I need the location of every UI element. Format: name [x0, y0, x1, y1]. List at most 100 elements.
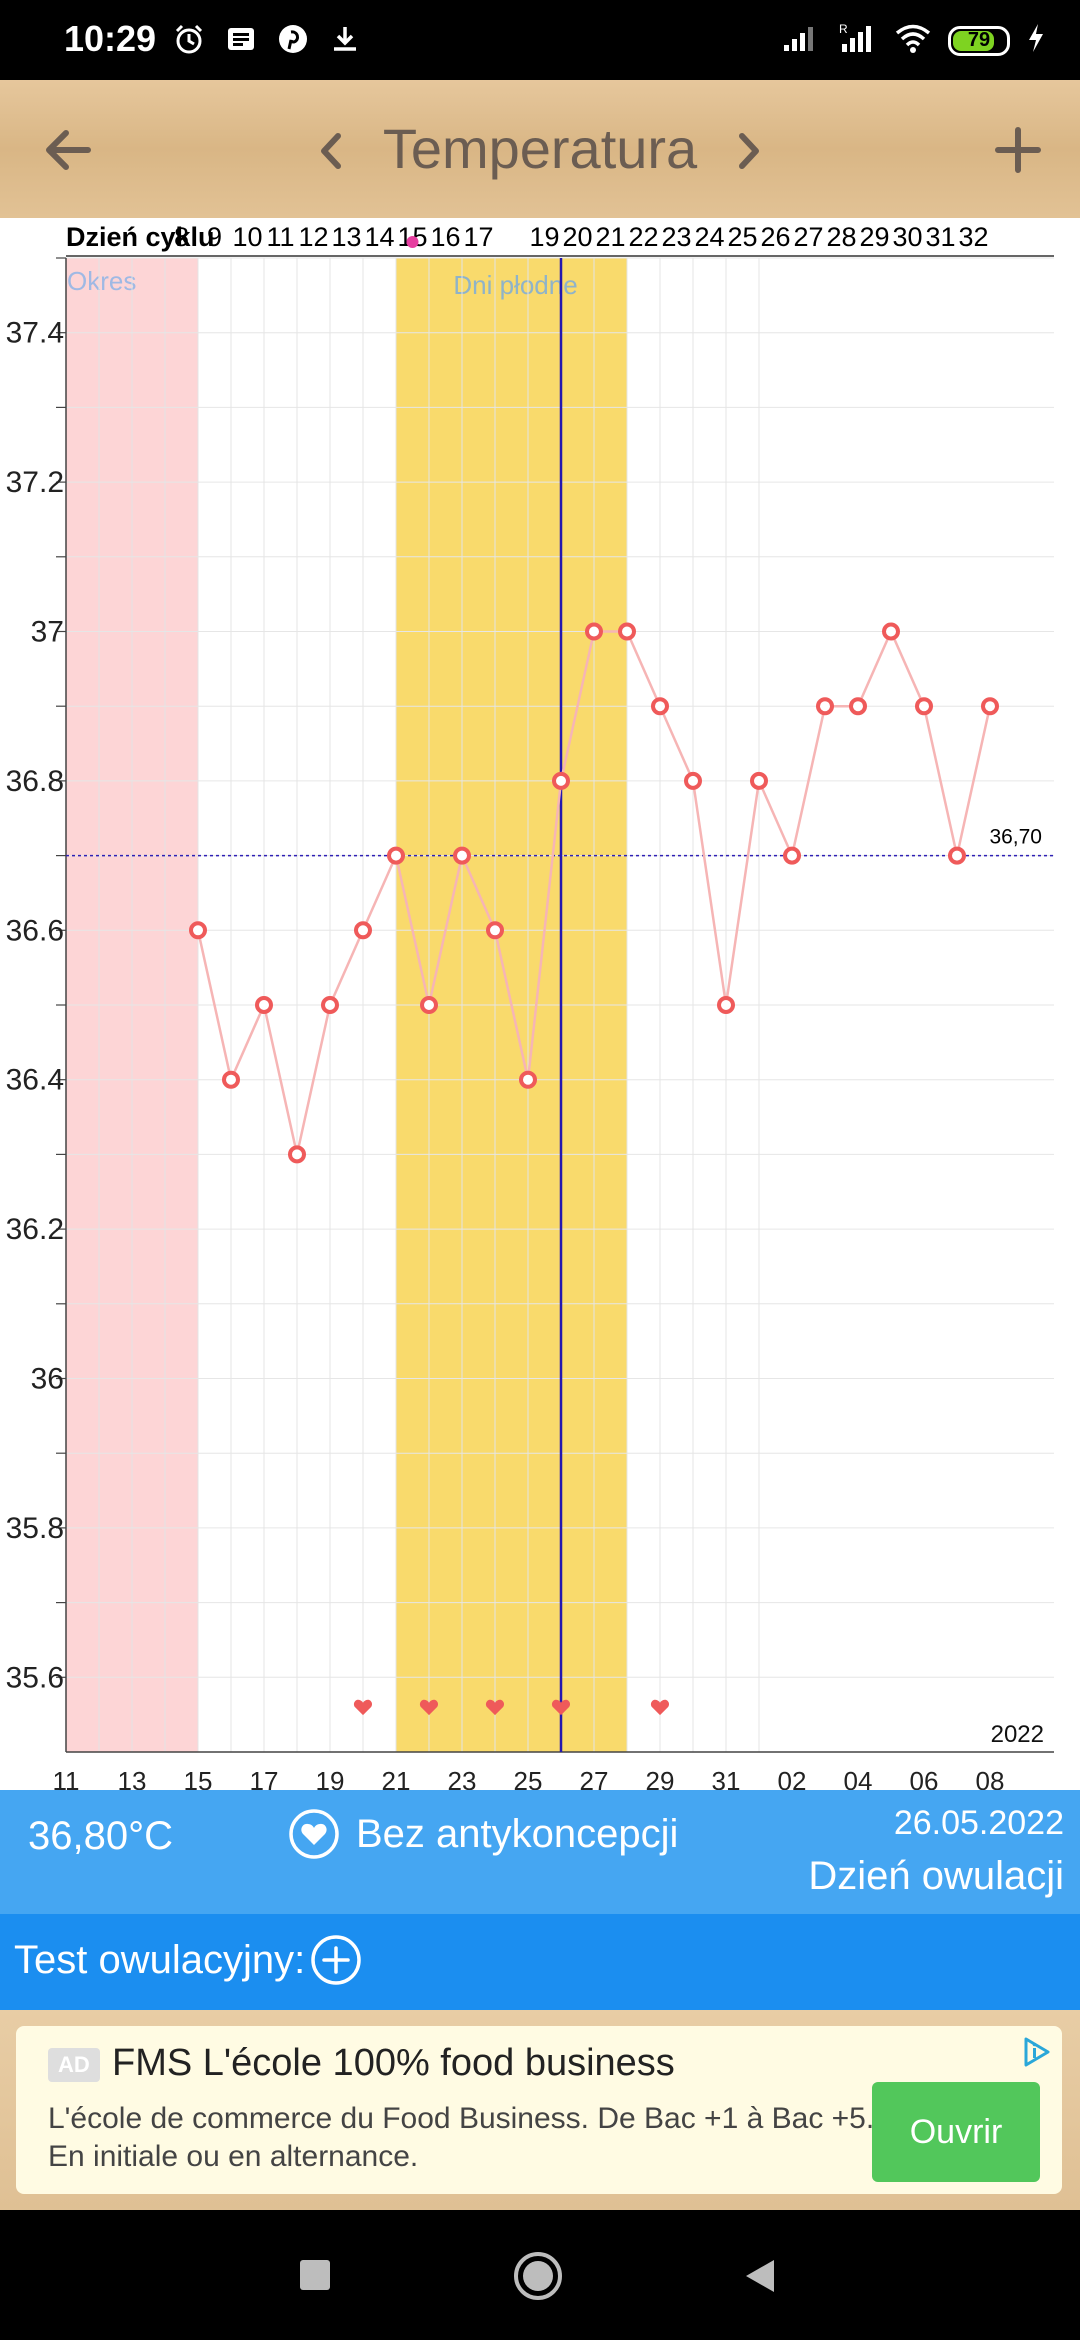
y-tick-label: 36.8	[6, 765, 64, 798]
temperature-point[interactable]	[519, 1070, 537, 1089]
x-tick-label: 29	[646, 1766, 675, 1790]
chevron-right-icon[interactable]	[730, 124, 770, 178]
ad-choices-icon[interactable]	[1018, 2034, 1054, 2070]
temperature-point[interactable]	[420, 996, 438, 1014]
back-arrow-icon[interactable]	[38, 120, 98, 180]
selected-day-info[interactable]: 36,80°C Bez antykoncepcji 26.05.2022 Dzi…	[0, 1790, 1080, 1914]
coverline-group: 36,70	[66, 258, 1054, 1752]
y-tick-label: 35.8	[6, 1512, 64, 1545]
cycle-day-label: 20	[562, 222, 592, 252]
temperature-point[interactable]	[684, 771, 702, 790]
cycle-day-label: 19	[529, 222, 559, 252]
x-tick-label: 04	[844, 1766, 873, 1790]
temperature-point[interactable]	[552, 771, 570, 790]
heart-circle-icon	[289, 1809, 339, 1859]
intercourse-heart-icon	[353, 1699, 373, 1716]
ad-card[interactable]: AD FMS L'école 100% food business L'écol…	[16, 2026, 1062, 2194]
y-tick-label: 36.2	[6, 1213, 64, 1246]
temperature-point[interactable]	[948, 846, 966, 865]
temperature-point[interactable]	[222, 1070, 240, 1089]
cycle-day-label: 25	[727, 222, 757, 252]
toolbar: Temperatura	[0, 80, 1080, 218]
cycle-day-label: 10	[232, 222, 262, 252]
coverline-label: 36,70	[989, 826, 1042, 849]
temperature-point[interactable]	[486, 921, 504, 940]
y-tick-label: 36.4	[6, 1064, 64, 1097]
charging-icon	[1026, 22, 1046, 59]
temperature-point[interactable]	[354, 921, 372, 940]
ovulation-test-label: Test owulacyjny:	[14, 1938, 306, 1982]
x-tick-label: 13	[118, 1766, 147, 1790]
temperature-point[interactable]	[189, 921, 207, 940]
plus-icon[interactable]	[988, 120, 1048, 180]
fertile-band-label: Dni płodne	[453, 270, 577, 300]
temperature-point[interactable]	[717, 996, 735, 1014]
temperature-point[interactable]	[453, 846, 471, 865]
x-tick-label: 21	[382, 1766, 411, 1790]
battery-icon: 79	[948, 25, 1010, 56]
cycle-day-row: Dzień cyklu89101112131415161719202122232…	[66, 222, 1054, 257]
temperature-point[interactable]	[618, 622, 636, 641]
wifi-icon	[894, 23, 932, 58]
cycle-day-label: 24	[694, 222, 724, 252]
cycle-day-label: 26	[760, 222, 790, 252]
cycle-day-label: 8	[174, 222, 189, 252]
cycle-day-label: 17	[463, 222, 493, 252]
temperature-point[interactable]	[882, 622, 900, 641]
temperature-point[interactable]	[849, 697, 867, 716]
y-axis: 37.4 37.2 37 36.8 36.6 36.4 36.2 36 35.8 35.6	[6, 257, 67, 1752]
download-icon	[328, 22, 362, 56]
temperature-point[interactable]	[750, 771, 768, 790]
temperature-point[interactable]	[321, 996, 339, 1014]
temperature-point[interactable]	[255, 996, 273, 1014]
temperature-point[interactable]	[816, 697, 834, 716]
nav-back-icon[interactable]	[740, 2256, 780, 2296]
temperature-point[interactable]	[651, 697, 669, 716]
cycle-day-label: 22	[628, 222, 658, 252]
ad-text: L'école de commerce du Food Business. De…	[48, 2102, 875, 2173]
cycle-day-label: 16	[430, 222, 460, 252]
day-info: Dzień owulacji	[808, 1854, 1064, 1898]
x-tick-label: 06	[910, 1766, 939, 1790]
recents-icon[interactable]	[300, 2260, 330, 2290]
temperature-point[interactable]	[783, 846, 801, 865]
ad-title[interactable]: FMS L'école 100% food business	[112, 2042, 675, 2084]
signal-icon	[782, 23, 822, 58]
cycle-day-label: 21	[595, 222, 625, 252]
ad-badge: AD	[48, 2048, 100, 2082]
cycle-day-row-label: Dzień cyklu	[66, 222, 215, 252]
temperature-point[interactable]	[915, 697, 933, 716]
cycle-day-label: 31	[925, 222, 955, 252]
alarm-icon	[172, 22, 206, 56]
y-tick-label: 37.2	[6, 466, 64, 499]
intercourse-markers	[353, 1699, 670, 1716]
cycle-day-label: 23	[661, 222, 691, 252]
y-tick-label: 37	[31, 616, 64, 649]
ovulation-day-dot	[406, 236, 419, 248]
year-label: 2022	[991, 1721, 1044, 1748]
temperature-series	[189, 622, 999, 1164]
contraception-status[interactable]: Bez antykoncepcji	[288, 1808, 678, 1860]
home-icon[interactable]	[512, 2250, 564, 2302]
intercourse-heart-icon	[650, 1699, 670, 1716]
temperature-point[interactable]	[585, 622, 603, 641]
roaming-signal-icon: R	[838, 22, 878, 59]
period-band-label: Okres	[67, 266, 136, 296]
x-tick-label: 17	[250, 1766, 279, 1790]
battery-level: 79	[967, 29, 991, 51]
x-tick-label: 23	[448, 1766, 477, 1790]
temperature-point[interactable]	[288, 1145, 306, 1164]
cycle-day-label: 13	[331, 222, 361, 252]
cycle-day-label: 30	[892, 222, 922, 252]
status-left-icons	[172, 22, 362, 56]
selected-temperature: 36,80°C	[28, 1814, 173, 1858]
x-axis: 11 13 15 17 19 21 23 25 27 29 31 02 04 06 08 2022	[53, 1721, 1054, 1790]
add-test-icon[interactable]	[310, 1934, 362, 1986]
pinterest-icon	[276, 22, 310, 56]
status-time: 10:29	[64, 18, 157, 59]
ad-open-button[interactable]: Ouvrir	[872, 2082, 1040, 2182]
temperature-point[interactable]	[387, 846, 405, 865]
chevron-left-icon[interactable]	[310, 124, 350, 178]
temperature-point[interactable]	[981, 697, 999, 716]
